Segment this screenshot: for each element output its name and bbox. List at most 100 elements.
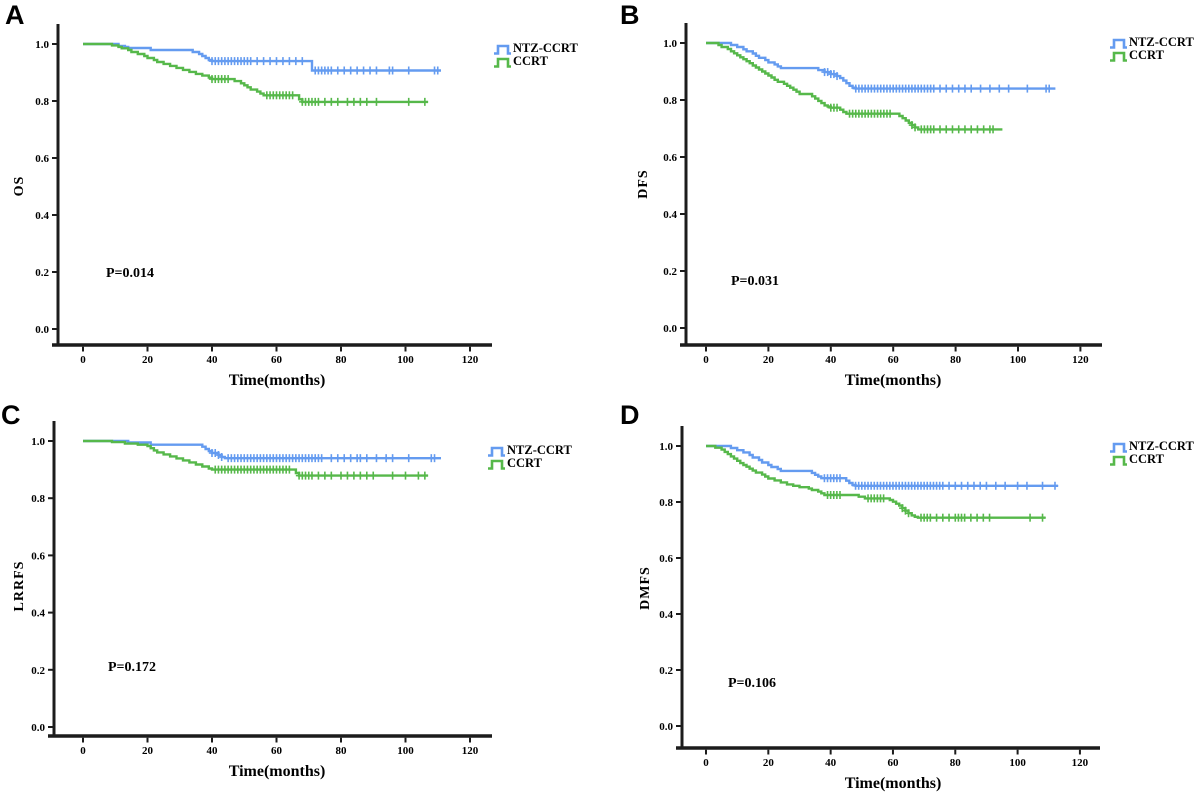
km-plot-os: 0 20 40 60 80 100 120 1.0 0.8 0.6 0.4 0.2 0.0 [35,24,492,366]
km-plot-dfs: 0 20 40 60 80 100 120 1.0 0.8 0.6 0.4 0.2 0.0 [663,23,1102,366]
legend: NTZ-CCRT CCRT [1110,439,1194,466]
x-axis-title: Time(months) [844,775,942,792]
y-axis-title-lrrfs: LRRFS [12,560,27,612]
legend-label: CCRT [1129,452,1164,466]
svg-text:1.0: 1.0 [663,38,677,50]
svg-text:0.6: 0.6 [663,152,677,164]
series-ntz-ccrt [706,444,1059,490]
panel-lrrfs: 0 20 40 60 80 100 120 1.0 0.8 0.6 0.4 0.2 0.0 C LRRF… [0,398,600,796]
p-value: P=0.031 [731,274,780,289]
svg-text:0.4: 0.4 [35,210,49,222]
svg-text:80: 80 [950,757,962,769]
svg-text:100: 100 [397,354,414,366]
km-plot-dmfs: 0 20 40 60 80 100 120 1.0 0.8 0.6 0.4 0.2 0.0 [659,426,1100,769]
svg-text:0.2: 0.2 [35,267,49,279]
svg-text:120: 120 [1072,757,1089,769]
svg-text:0.4: 0.4 [659,609,673,621]
legend-item-ntz-ccrt: NTZ-CCRT [494,41,578,55]
svg-text:60: 60 [887,757,899,769]
x-axis-title: Time(months) [228,763,326,780]
svg-text:1.0: 1.0 [35,39,49,51]
panel-os: 0 20 40 60 80 100 120 1.0 0.8 0.6 0.4 0.2 0.0 A OS T… [0,0,600,398]
svg-text:0.8: 0.8 [659,497,673,509]
svg-text:0.0: 0.0 [31,722,45,734]
p-value: P=0.014 [106,266,155,281]
svg-text:80: 80 [336,354,348,366]
legend-label: NTZ-CCRT [1129,35,1194,49]
svg-text:20: 20 [142,354,154,366]
step-line-icon [1110,51,1127,62]
svg-text:80: 80 [950,354,962,366]
svg-text:0.6: 0.6 [659,553,673,565]
axes: 0 20 40 60 80 100 120 1.0 0.8 0.6 0.4 0.2 0.0 [35,24,492,366]
axes: 0 20 40 60 80 100 120 1.0 0.8 0.6 0.4 0.2 0.0 [663,23,1102,366]
svg-text:1.0: 1.0 [31,436,45,448]
svg-text:0: 0 [80,745,86,757]
svg-text:1.0: 1.0 [659,441,673,453]
series-ccrt [706,444,1046,522]
km-plot-lrrfs: 0 20 40 60 80 100 120 1.0 0.8 0.6 0.4 0.2 0.0 [31,421,492,757]
svg-text:100: 100 [1009,757,1026,769]
svg-text:60: 60 [271,745,283,757]
legend-label: NTZ-CCRT [1129,439,1194,453]
svg-text:20: 20 [142,745,154,757]
legend-item-ccrt: CCRT [488,456,572,470]
y-axis-title-dmfs: DMFS [638,566,653,610]
step-line-icon [1110,38,1127,49]
axes: 0 20 40 60 80 100 120 1.0 0.8 0.6 0.4 0.2 0.0 [659,426,1100,769]
panel-letter-d: D [620,400,640,430]
svg-text:0.0: 0.0 [663,323,677,335]
svg-text:0.2: 0.2 [659,665,673,677]
svg-text:0.0: 0.0 [35,324,49,336]
panel-letter-a: A [5,0,25,30]
svg-text:0.4: 0.4 [31,608,45,620]
p-value: P=0.172 [108,660,157,675]
legend-item-ccrt: CCRT [494,54,578,68]
svg-text:0.6: 0.6 [35,153,49,165]
step-line-icon [488,446,505,457]
svg-text:0.0: 0.0 [659,721,673,733]
svg-text:80: 80 [336,745,348,757]
legend-label: NTZ-CCRT [513,41,578,55]
legend-item-ccrt: CCRT [1110,452,1194,466]
legend-item-ccrt: CCRT [1110,48,1194,62]
step-line-icon [494,57,511,68]
axes: 0 20 40 60 80 100 120 1.0 0.8 0.6 0.4 0.2 0.0 [31,421,492,757]
svg-text:0.6: 0.6 [31,550,45,562]
panel-dfs: 0 20 40 60 80 100 120 1.0 0.8 0.6 0.4 0.2 0.0 B DFS … [600,0,1200,398]
legend: NTZ-CCRT CCRT [494,41,578,68]
series-ntz-ccrt [83,439,441,463]
x-axis-title: Time(months) [228,372,326,389]
step-line-icon [1110,455,1127,466]
series-ntz-ccrt [83,42,441,75]
svg-text:120: 120 [462,354,479,366]
legend-label: CCRT [513,54,548,68]
svg-text:40: 40 [825,354,837,366]
svg-text:100: 100 [1010,354,1027,366]
svg-text:120: 120 [1072,354,1089,366]
legend: NTZ-CCRT CCRT [1110,35,1194,62]
svg-text:0: 0 [703,354,709,366]
p-value: P=0.106 [728,676,777,691]
series-ccrt [706,41,1003,134]
svg-text:120: 120 [462,745,479,757]
svg-text:40: 40 [207,354,219,366]
svg-text:0.8: 0.8 [31,493,45,505]
svg-text:0.2: 0.2 [31,665,45,677]
svg-text:0.4: 0.4 [663,209,677,221]
step-line-icon [494,44,511,55]
y-axis-title-os: OS [12,175,27,197]
panel-dmfs: 0 20 40 60 80 100 120 1.0 0.8 0.6 0.4 0.2 0.0 D DMFS… [600,398,1200,796]
legend-item-ntz-ccrt: NTZ-CCRT [488,443,572,457]
series-ntz-ccrt [706,41,1056,93]
series-ccrt [83,42,429,106]
svg-text:40: 40 [825,757,837,769]
svg-text:0: 0 [80,354,86,366]
panel-letter-c: C [1,400,21,430]
svg-text:60: 60 [271,354,283,366]
series-ccrt [83,439,429,480]
svg-text:0.2: 0.2 [663,266,677,278]
svg-text:0.8: 0.8 [663,95,677,107]
legend-label: CCRT [1129,48,1164,62]
legend-label: CCRT [507,456,542,470]
